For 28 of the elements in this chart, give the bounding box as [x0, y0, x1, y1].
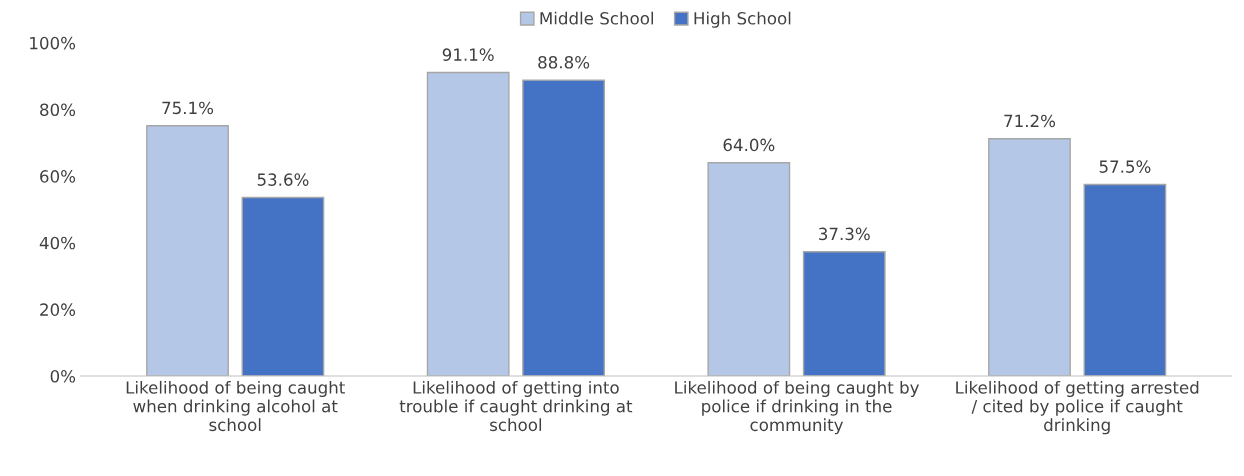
x-tick-label: Likelihood of getting arrested / cited by police if caught drinking: [956, 380, 1199, 435]
data-label: 37.3%: [819, 227, 870, 241]
data-label: 57.5%: [1099, 160, 1151, 173]
y-tick-label: 100%: [30, 36, 76, 50]
legend-label: High School: [694, 11, 791, 28]
bar: [522, 79, 605, 377]
data-label: 88.8%: [538, 55, 590, 69]
bar: [1083, 183, 1167, 377]
y-tick-label: 20%: [40, 303, 76, 316]
y-tick-label: 60%: [40, 170, 76, 183]
y-tick-label: 0%: [50, 370, 76, 383]
y-tick-label: 40%: [39, 236, 76, 250]
data-label: 64.0%: [723, 138, 775, 152]
bar: [426, 71, 510, 377]
x-tick-label: Likelihood of being caught when drinking alcohol at school: [126, 380, 345, 432]
data-label: 75.1%: [162, 101, 214, 115]
data-label: 91.1%: [442, 48, 494, 61]
bar: [802, 251, 886, 377]
bar: [241, 196, 325, 377]
bar: [146, 125, 229, 377]
data-label: 71.2%: [1004, 114, 1056, 128]
bar: [988, 138, 1071, 377]
bar: [707, 162, 791, 377]
legend-label: Middle School: [540, 11, 654, 25]
data-label: 53.6%: [257, 173, 309, 186]
y-tick-label: 80%: [40, 103, 76, 117]
x-tick-label: Likelihood of getting into trouble if caught drinking at school: [399, 380, 633, 432]
x-tick-label: Likelihood of being caught by police if drinking in the community: [675, 380, 920, 435]
